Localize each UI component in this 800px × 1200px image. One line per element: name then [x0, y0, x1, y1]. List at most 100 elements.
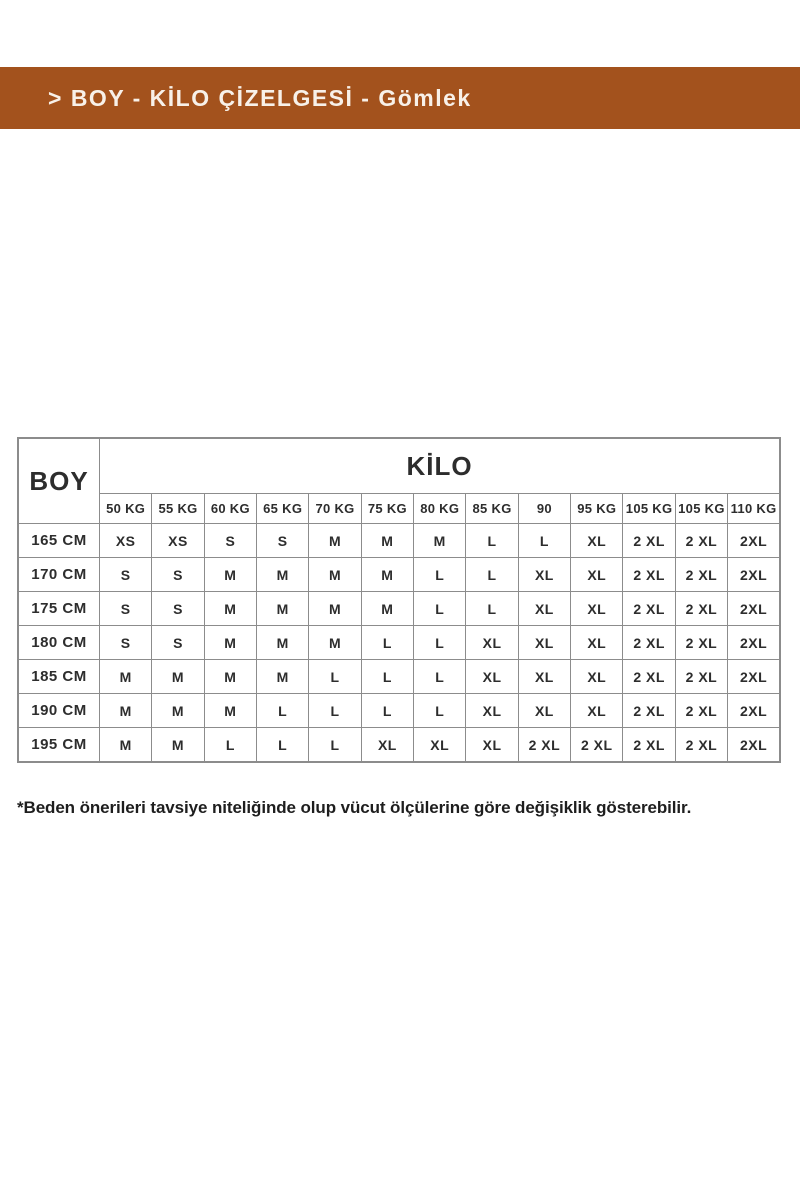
size-cell: M	[151, 659, 205, 694]
size-cell: L	[308, 693, 362, 728]
size-cell: L	[413, 557, 467, 592]
size-cell: 2 XL	[622, 693, 676, 728]
size-cell: L	[308, 659, 362, 694]
weight-header-cell: 75 KG	[360, 493, 415, 524]
height-cell: 180 CM	[17, 625, 100, 660]
size-cell: 2 XL	[674, 727, 729, 763]
size-cell: M	[151, 693, 205, 728]
height-cell: 195 CM	[17, 727, 100, 763]
weight-header-cell: 105 KG	[674, 493, 729, 524]
weight-header-cell: 85 KG	[465, 493, 519, 524]
size-cell: 2 XL	[674, 591, 729, 626]
size-cell: S	[151, 625, 205, 660]
size-cell: M	[98, 659, 153, 694]
size-cell: L	[308, 727, 362, 763]
table-row: 180 CM S S M M M L L XL XL XL 2 XL 2 XL 2XL	[17, 625, 781, 660]
size-cell: XS	[151, 523, 205, 558]
size-cell: XL	[570, 523, 624, 558]
size-cell: L	[360, 693, 415, 728]
weight-header-cell: 60 KG	[203, 493, 258, 524]
size-cell: S	[203, 523, 258, 558]
size-cell: L	[465, 557, 519, 592]
height-cell: 190 CM	[17, 693, 100, 728]
size-cell: S	[98, 625, 153, 660]
size-cell: M	[203, 659, 258, 694]
size-chart-body: 165 CM XS XS S S M M M L L XL 2 XL 2 XL 2XL 170 CM S S M M…	[17, 523, 781, 763]
size-cell: L	[465, 523, 519, 558]
size-cell: S	[151, 591, 205, 626]
size-cell: S	[256, 523, 310, 558]
size-cell: 2XL	[727, 727, 781, 763]
size-cell: 2 XL	[622, 523, 676, 558]
size-cell: 2XL	[727, 693, 781, 728]
size-cell: XL	[570, 625, 624, 660]
size-cell: 2 XL	[674, 523, 729, 558]
size-cell: 2XL	[727, 625, 781, 660]
size-cell: 2XL	[727, 523, 781, 558]
size-cell: XL	[517, 659, 572, 694]
size-cell: XL	[465, 727, 519, 763]
weight-header-row: 50 KG 55 KG 60 KG 65 KG 70 KG 75 KG 80 KG 85 KG…	[18, 493, 781, 524]
size-cell: 2XL	[727, 557, 781, 592]
size-cell: S	[151, 557, 205, 592]
size-cell: M	[203, 591, 258, 626]
size-cell: XS	[98, 523, 153, 558]
table-row: 175 CM S S M M M M L L XL XL 2 XL 2 XL 2XL	[17, 591, 781, 626]
size-cell: 2XL	[727, 591, 781, 626]
title-band: > BOY - KİLO ÇİZELGESİ - Gömlek	[0, 67, 800, 129]
size-cell: 2 XL	[674, 625, 729, 660]
size-cell: L	[203, 727, 258, 763]
size-cell: XL	[570, 557, 624, 592]
page-title: > BOY - KİLO ÇİZELGESİ - Gömlek	[48, 84, 472, 111]
size-cell: M	[256, 659, 310, 694]
size-cell: L	[517, 523, 572, 558]
size-cell: M	[308, 591, 362, 626]
height-cell: 170 CM	[17, 557, 100, 592]
weight-header-cell: 95 KG	[570, 493, 624, 524]
size-cell: 2 XL	[674, 557, 729, 592]
weight-header-cell: 105 KG	[622, 493, 676, 524]
size-cell: 2 XL	[570, 727, 624, 763]
size-cell: M	[98, 727, 153, 763]
size-cell: L	[413, 625, 467, 660]
table-row: 165 CM XS XS S S M M M L L XL 2 XL 2 XL 2XL	[17, 523, 781, 558]
table-row: 190 CM M M M L L L L XL XL XL 2 XL 2 XL 2XL	[17, 693, 781, 728]
height-cell: 175 CM	[17, 591, 100, 626]
table-row: 170 CM S S M M M M L L XL XL 2 XL 2 XL 2XL	[17, 557, 781, 592]
size-cell: L	[413, 591, 467, 626]
size-cell: XL	[465, 625, 519, 660]
size-cell: M	[308, 625, 362, 660]
size-cell: 2XL	[727, 659, 781, 694]
weight-header-cell: 90	[517, 493, 572, 524]
height-cell: 185 CM	[17, 659, 100, 694]
size-cell: 2 XL	[622, 659, 676, 694]
size-cell: M	[360, 591, 415, 626]
size-cell: M	[256, 591, 310, 626]
size-chart-table: BOY KİLO 50 KG 55 KG 60 KG 65 KG 70 KG 75 KG 8…	[17, 437, 781, 763]
size-cell: XL	[517, 591, 572, 626]
size-cell: M	[308, 557, 362, 592]
size-cell: M	[151, 727, 205, 763]
size-cell: XL	[570, 591, 624, 626]
size-cell: M	[256, 557, 310, 592]
group-header-row: BOY KİLO	[17, 437, 781, 524]
size-chart-head: BOY KİLO 50 KG 55 KG 60 KG 65 KG 70 KG 75 KG 8…	[17, 437, 781, 524]
size-cell: 2 XL	[674, 659, 729, 694]
size-cell: 2 XL	[517, 727, 572, 763]
size-cell: XL	[517, 557, 572, 592]
weight-group-header: KİLO	[99, 437, 781, 494]
size-cell: XL	[465, 659, 519, 694]
height-cell: 165 CM	[17, 523, 100, 558]
size-cell: M	[413, 523, 467, 558]
weight-header-cell: 80 KG	[413, 493, 467, 524]
size-cell: S	[98, 591, 153, 626]
size-cell: M	[203, 693, 258, 728]
weight-header-cell: 50 KG	[98, 493, 153, 524]
size-cell: M	[360, 523, 415, 558]
size-cell: 2 XL	[622, 727, 676, 763]
height-column-header: BOY	[17, 437, 100, 524]
size-cell: XL	[517, 625, 572, 660]
size-cell: 2 XL	[622, 591, 676, 626]
size-cell: XL	[413, 727, 467, 763]
